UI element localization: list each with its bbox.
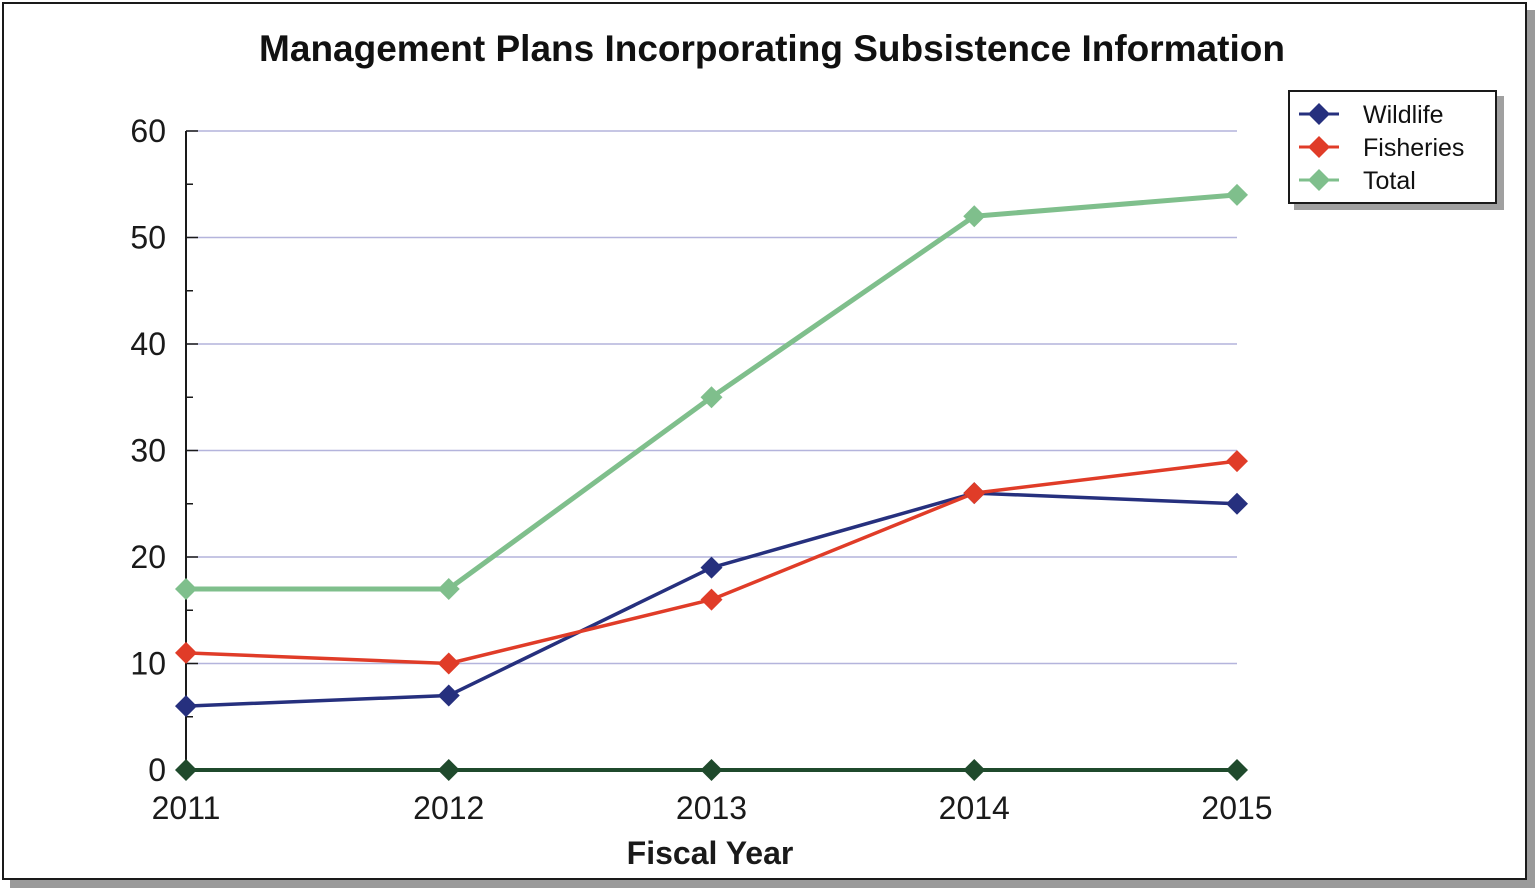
point-total-2014: [963, 205, 986, 228]
point-fisheries-2012: [437, 652, 460, 675]
y-tick-label-50: 50: [130, 220, 166, 256]
point-total-2012: [437, 577, 460, 600]
point-wildlife-2011: [175, 695, 197, 718]
point-total-2013: [700, 386, 723, 409]
point-fisheries-2014: [963, 482, 986, 505]
y-tick-label-0: 0: [148, 752, 166, 788]
point-fisheries-2011: [175, 641, 197, 664]
chart-svg: Management Plans Incorporating Subsisten…: [130, 28, 1504, 871]
y-tick-label-40: 40: [130, 326, 166, 362]
legend-marker-wildlife: [1308, 103, 1330, 125]
point-fisheries-2015: [1226, 450, 1248, 473]
point-wildlife-2015: [1226, 492, 1248, 515]
x-axis-title: Fiscal Year: [627, 835, 794, 871]
x-tick-label-2013: 2013: [676, 790, 747, 826]
x-tick-label-2014: 2014: [939, 790, 1010, 826]
baseline-point-2011: [175, 759, 197, 781]
legend-label-fisheries: Fisheries: [1363, 134, 1464, 162]
x-tick-label-2015: 2015: [1201, 790, 1272, 826]
gridlines: [186, 130, 1237, 665]
y-tick-label-20: 20: [130, 539, 166, 575]
point-wildlife-2013: [700, 556, 723, 579]
legend-marker-fisheries: [1308, 136, 1330, 158]
legend: Wildlife Fisheries Total: [1288, 90, 1504, 210]
x-axis-ticks: 2011 2012 2013 2014 2015: [152, 790, 1273, 826]
y-tick-label-60: 60: [130, 113, 166, 149]
point-total-2011: [175, 577, 197, 600]
baseline-point-2013: [700, 759, 723, 781]
chart-title: Management Plans Incorporating Subsisten…: [259, 28, 1285, 69]
y-tick-label-30: 30: [130, 433, 166, 469]
x-tick-label-2012: 2012: [413, 790, 484, 826]
baseline-point-2012: [437, 759, 460, 781]
legend-label-total: Total: [1363, 167, 1416, 195]
x-tick-label-2011: 2011: [152, 790, 221, 826]
point-fisheries-2013: [700, 588, 723, 611]
point-wildlife-2012: [437, 684, 460, 707]
y-tick-label-10: 10: [130, 646, 166, 682]
baseline-point-2015: [1226, 759, 1248, 781]
point-total-2015: [1226, 183, 1248, 206]
y-axis-ticks: 0 10 20 30 40 50 60: [130, 113, 166, 788]
chart-frame: Management Plans Incorporating Subsisten…: [2, 2, 1527, 880]
legend-label-wildlife: Wildlife: [1363, 101, 1444, 129]
baseline-point-2014: [963, 759, 986, 781]
legend-marker-total: [1308, 169, 1330, 191]
series-markers: [175, 183, 1248, 781]
